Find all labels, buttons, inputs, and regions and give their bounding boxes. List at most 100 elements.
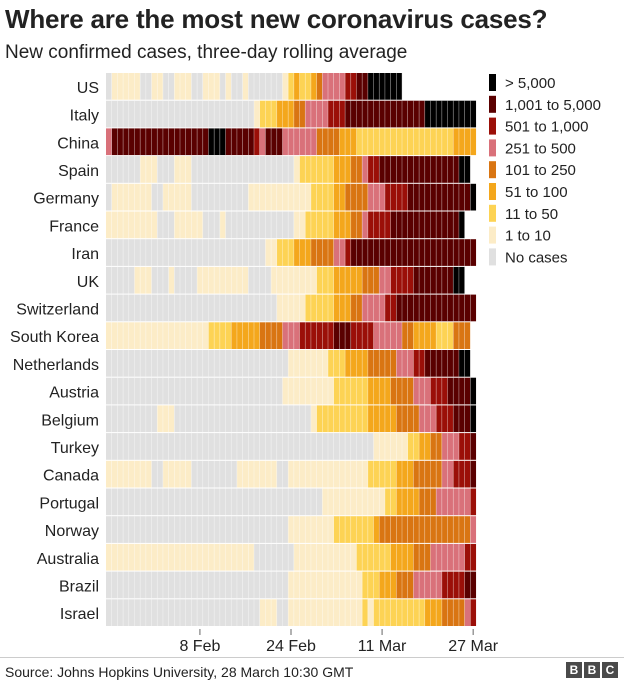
- heatmap-cell: [345, 128, 351, 156]
- heatmap-chart: US Italy China Spain Germany France Iran UK Swit…: [10, 73, 601, 655]
- legend-label: 101 to 250: [505, 162, 576, 179]
- heatmap-cell: [254, 100, 260, 128]
- heatmap-cell: [208, 599, 215, 626]
- heatmap-cell: [242, 460, 249, 488]
- heatmap-cell: [219, 460, 226, 488]
- heatmap-cell: [316, 294, 323, 322]
- heatmap-cell: [464, 100, 471, 128]
- heatmap-cell: [362, 239, 368, 266]
- heatmap-cell: [174, 460, 181, 488]
- legend-label: 1,001 to 5,000: [505, 97, 601, 114]
- heatmap-cell: [373, 73, 380, 100]
- heatmap-cell: [185, 433, 192, 460]
- heatmap-cell: [464, 156, 471, 183]
- heatmap-cell: [219, 433, 226, 460]
- heatmap-cell: [419, 377, 425, 405]
- heatmap-cell: [464, 350, 471, 377]
- heatmap-cell: [362, 211, 368, 239]
- heatmap-cell: [333, 239, 340, 266]
- heatmap-cell: [362, 350, 368, 377]
- heatmap-cell: [339, 156, 346, 183]
- heatmap-cell: [299, 350, 306, 377]
- heatmap-cell: [441, 294, 448, 322]
- heatmap-cell: [174, 100, 181, 128]
- heatmap-cell: [140, 433, 146, 460]
- heatmap-cell: [254, 488, 260, 516]
- x-tick-label: 8 Feb: [179, 638, 220, 655]
- heatmap-cell: [123, 460, 129, 488]
- heatmap-cell: [259, 433, 266, 460]
- heatmap-cell: [117, 460, 124, 488]
- heatmap-cell: [453, 183, 459, 211]
- heatmap-cell: [134, 294, 141, 322]
- heatmap-cell: [197, 377, 203, 405]
- heatmap-cell: [407, 156, 414, 183]
- heatmap-cell: [117, 433, 124, 460]
- heatmap-cell: [106, 128, 112, 156]
- heatmap-cell: [259, 156, 266, 183]
- heatmap-cell: [316, 350, 323, 377]
- heatmap-cell: [140, 294, 146, 322]
- country-label: Israel: [60, 606, 99, 623]
- heatmap-cell: [367, 460, 374, 488]
- country-label: Germany: [33, 191, 99, 208]
- heatmap-cell: [197, 433, 203, 460]
- heatmap-cell: [453, 516, 459, 543]
- heatmap-cell: [219, 350, 226, 377]
- heatmap-cell: [202, 211, 209, 239]
- heatmap-cell: [174, 599, 181, 626]
- chart-title: Where are the most new coronavirus cases…: [5, 4, 548, 34]
- heatmap-cell: [299, 405, 306, 433]
- heatmap-cell: [282, 156, 289, 183]
- heatmap-cell: [259, 405, 266, 433]
- heatmap-cell: [134, 405, 141, 433]
- heatmap-cell: [441, 543, 448, 571]
- country-row: [106, 433, 477, 460]
- heatmap-cell: [191, 128, 198, 156]
- heatmap-cell: [157, 156, 163, 183]
- heatmap-cell: [339, 377, 346, 405]
- heatmap-cell: [214, 73, 220, 100]
- country-row: [106, 294, 477, 322]
- heatmap-cell: [151, 599, 158, 626]
- heatmap-cell: [162, 239, 169, 266]
- heatmap-cell: [470, 239, 477, 266]
- heatmap-cell: [265, 350, 272, 377]
- heatmap-cell: [373, 405, 380, 433]
- heatmap-cell: [151, 460, 158, 488]
- heatmap-cell: [345, 73, 351, 100]
- heatmap-cell: [276, 571, 283, 599]
- country-label: Iran: [71, 246, 99, 263]
- heatmap-cell: [180, 488, 186, 516]
- heatmap-cell: [305, 405, 311, 433]
- heatmap-cell: [299, 377, 306, 405]
- heatmap-cell: [191, 266, 198, 294]
- heatmap-cell: [168, 460, 175, 488]
- heatmap-cell: [208, 239, 215, 266]
- heatmap-cell: [128, 156, 135, 183]
- heatmap-cell: [424, 211, 431, 239]
- heatmap-cell: [470, 599, 477, 626]
- country-label: Belgium: [41, 412, 99, 429]
- heatmap-cell: [350, 183, 357, 211]
- heatmap-cell: [333, 73, 340, 100]
- heatmap-cell: [185, 211, 192, 239]
- heatmap-cell: [123, 433, 129, 460]
- heatmap-cell: [254, 266, 260, 294]
- heatmap-cell: [282, 460, 289, 488]
- heatmap-cell: [168, 100, 175, 128]
- heatmap-cell: [453, 488, 459, 516]
- heatmap-cell: [447, 183, 454, 211]
- heatmap-cell: [225, 211, 232, 239]
- heatmap-cell: [419, 239, 425, 266]
- legend-label: 11 to 50: [505, 206, 558, 223]
- heatmap-cell: [219, 543, 226, 571]
- heatmap-cell: [470, 100, 477, 128]
- heatmap-cell: [111, 100, 118, 128]
- heatmap-cell: [328, 516, 334, 543]
- heatmap-cell: [185, 322, 192, 349]
- heatmap-cell: [293, 211, 300, 239]
- heatmap-cell: [367, 599, 374, 626]
- heatmap-cell: [219, 156, 226, 183]
- heatmap-cell: [202, 599, 209, 626]
